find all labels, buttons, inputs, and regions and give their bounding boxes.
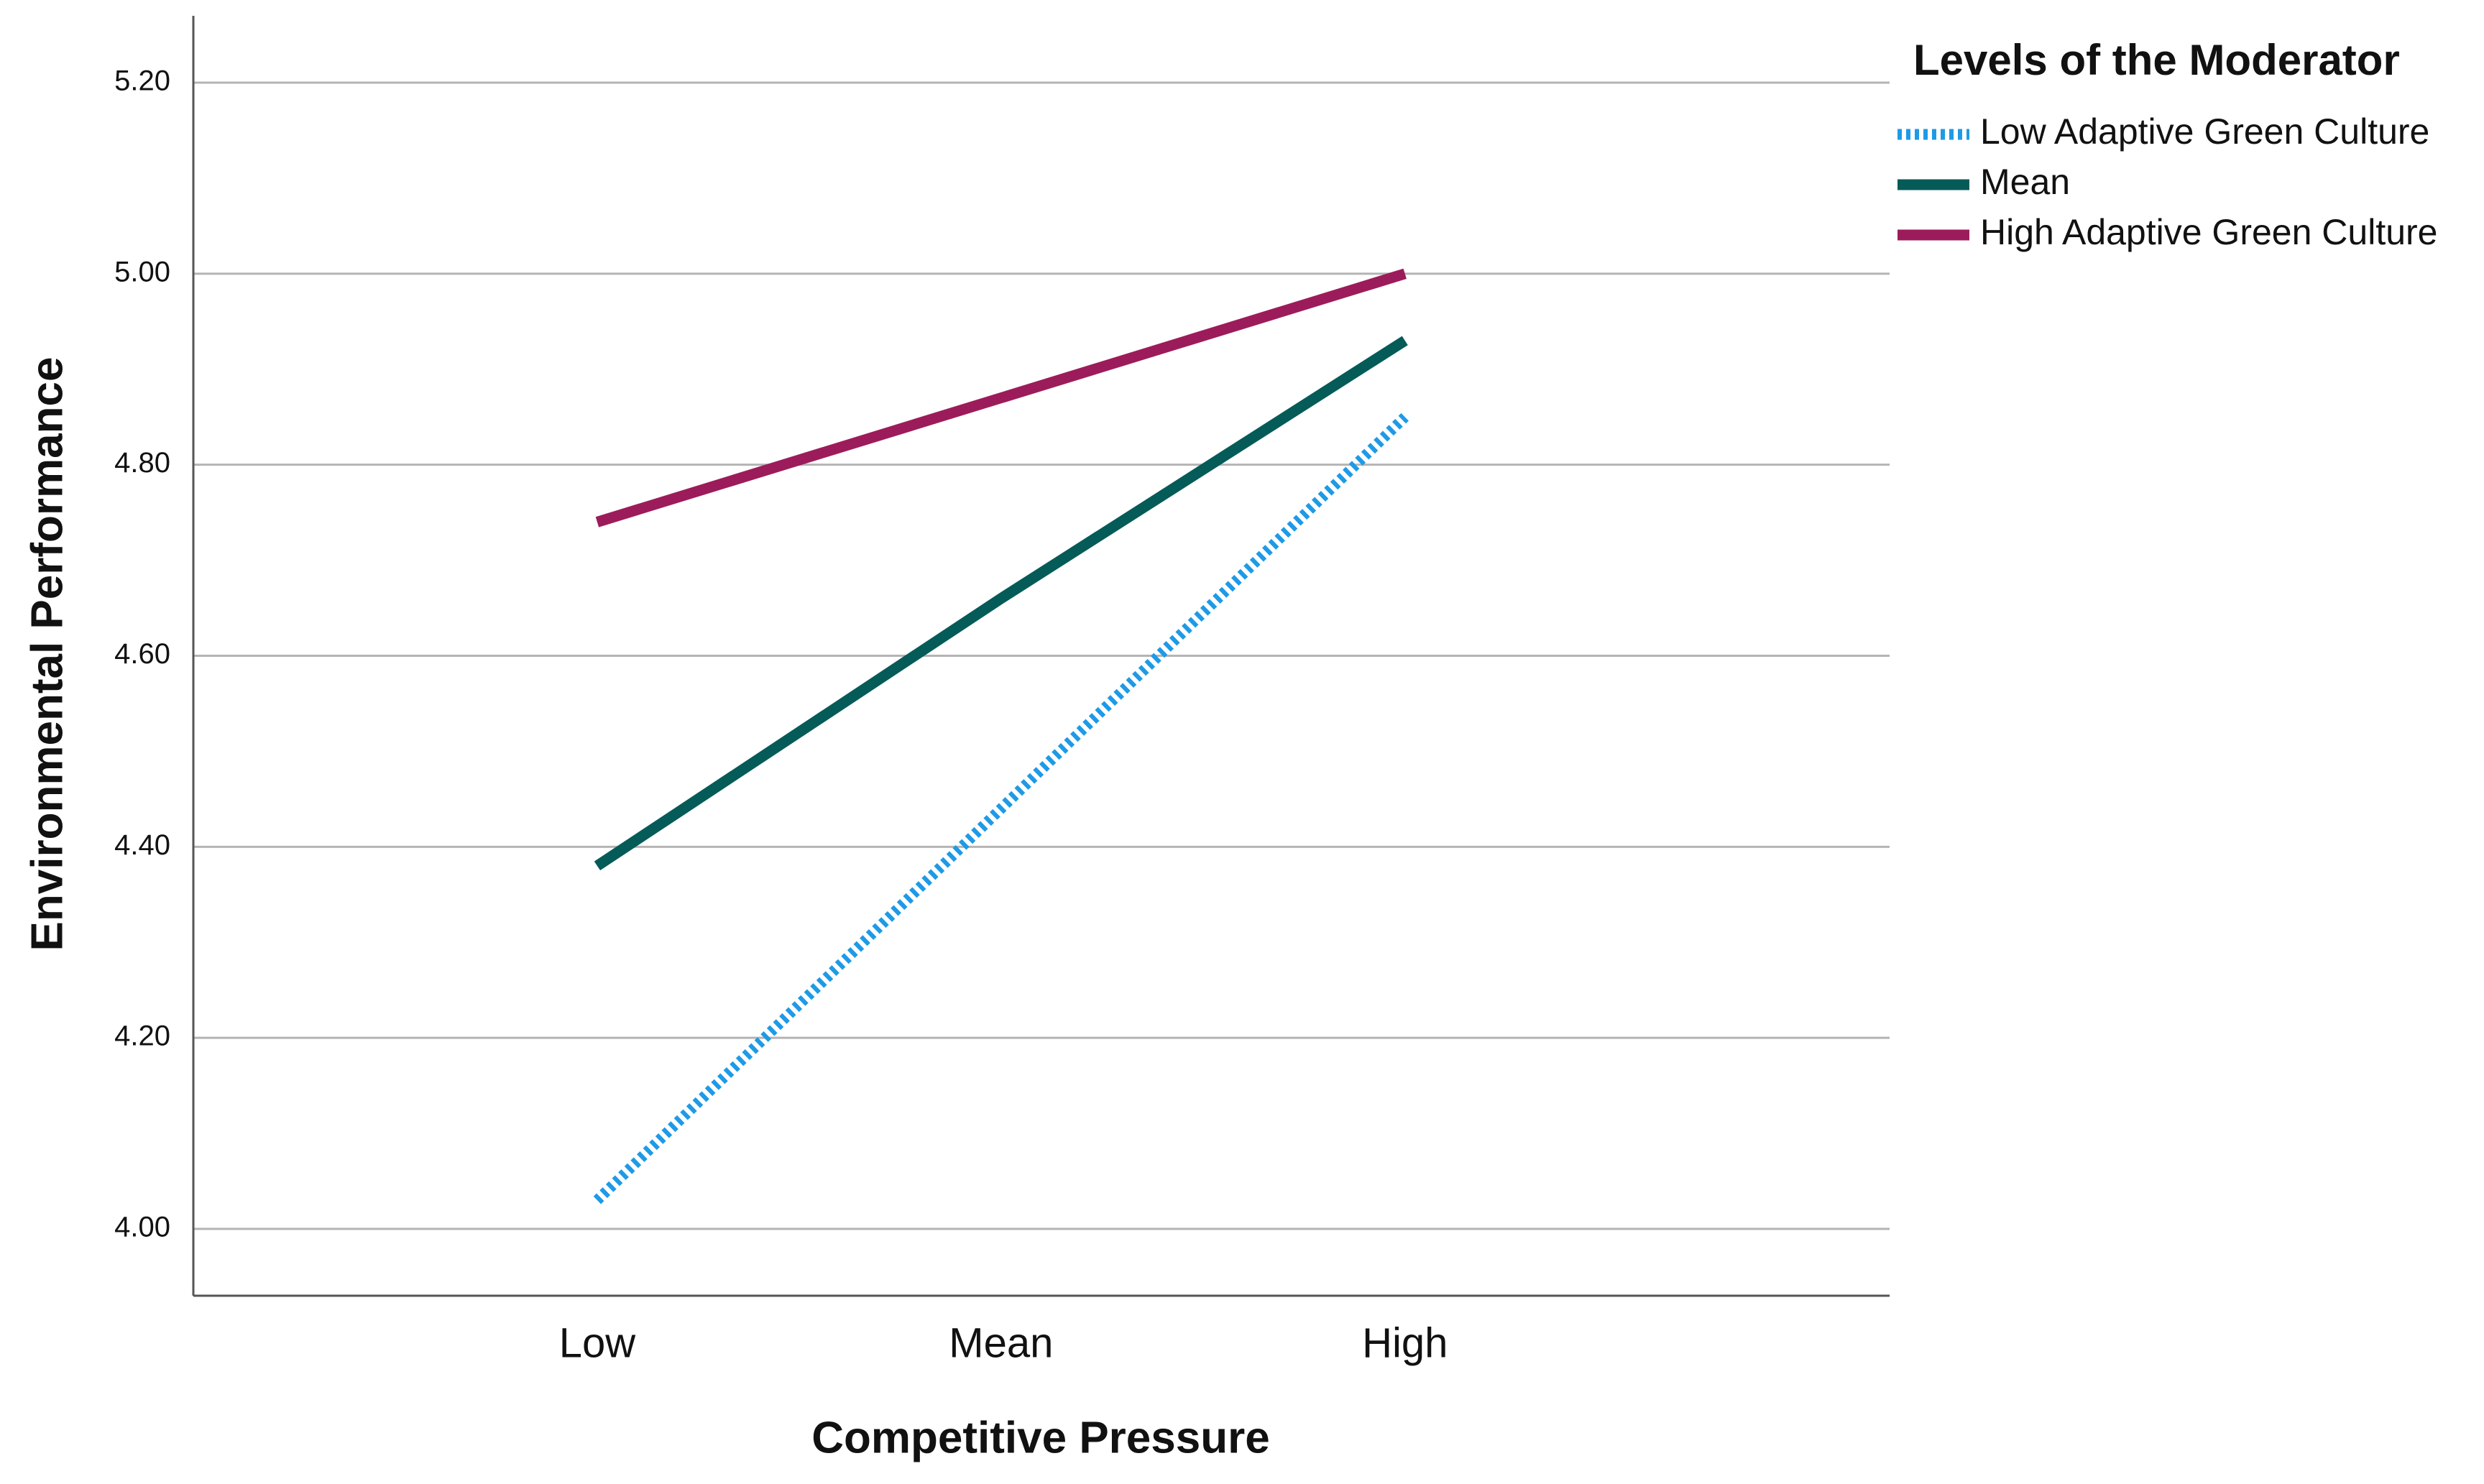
x-tick-label: Low — [559, 1319, 637, 1366]
legend-label: Mean — [1980, 162, 2070, 202]
y-tick-label: 5.00 — [114, 256, 170, 287]
x-axis-title: Competitive Pressure — [811, 1413, 1269, 1462]
legend-title: Levels of the Moderator — [1913, 36, 2400, 84]
x-tick-label: Mean — [949, 1319, 1053, 1366]
series-line — [594, 336, 1408, 871]
x-tick-label: High — [1362, 1319, 1448, 1366]
y-axis-title: Environmental Performance — [22, 357, 72, 951]
series-line — [593, 413, 1409, 1204]
y-tick-label: 4.40 — [114, 829, 170, 861]
legend-label: Low Adaptive Green Culture — [1980, 111, 2429, 152]
y-tick-label: 5.20 — [114, 65, 170, 97]
y-tick-label: 4.20 — [114, 1020, 170, 1052]
y-tick-label: 4.60 — [114, 638, 170, 670]
y-tick-label: 4.00 — [114, 1212, 170, 1243]
series-line — [595, 268, 1407, 527]
y-tick-label: 4.80 — [114, 447, 170, 479]
legend-label: High Adaptive Green Culture — [1980, 212, 2437, 252]
